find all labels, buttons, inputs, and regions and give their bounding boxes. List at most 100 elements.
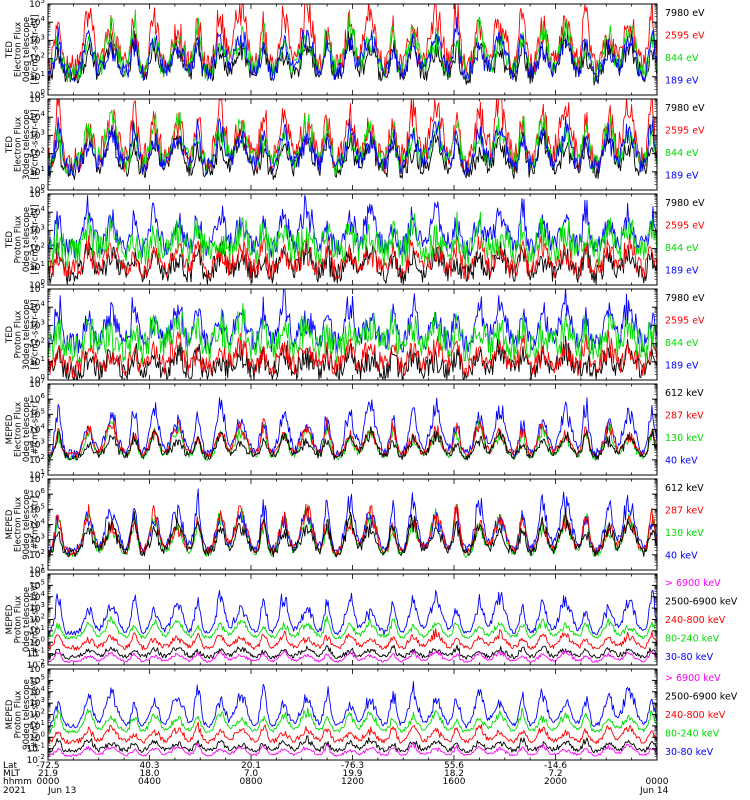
y-tick-label: 101 [29, 70, 45, 83]
y-tick-label: 107 [29, 377, 45, 390]
y-tick-label: 106 [29, 567, 45, 580]
y-tick-label: 104 [29, 110, 45, 123]
legend-844-ev: 844 eV [665, 243, 699, 254]
panel-2-ylabel: TED [5, 135, 15, 154]
hhmm-label: 1600 [443, 777, 466, 787]
panel-4-ylabel: Proton Flux [14, 311, 24, 359]
series-2595-ev-line [48, 99, 657, 176]
panel-1-ylabel: 0deg telescope [22, 17, 32, 82]
legend-130-kev: 130 keV [665, 433, 704, 444]
panel-5-data [48, 397, 657, 462]
y-tick-label: 105 [29, 187, 45, 200]
mlt-value: 19.9 [342, 769, 362, 779]
y-tick-label: 102 [29, 242, 45, 255]
y-tick-label: 105 [29, 673, 45, 686]
lat-value: 40.3 [139, 761, 159, 771]
legend-2500-6900-kev: 2500-6900 keV [665, 597, 738, 608]
series-189-ev-line [48, 116, 657, 176]
lat-value: -72.5 [36, 761, 59, 771]
hhmm-label: 0800 [240, 777, 263, 787]
series-240-800-kev-line [48, 721, 657, 745]
series-2595-ev-line [48, 329, 657, 378]
date-end-label: Jun 14 [639, 786, 669, 796]
y-tick-label: 102 [29, 52, 45, 65]
panel-2-data [48, 99, 657, 180]
panel-7-ylabel: [#/cm2-s-str-keV] [31, 582, 41, 657]
legend-30-80-kev: 30-80 keV [665, 652, 714, 663]
panel-6-ylabel: MEPED [5, 509, 15, 539]
legend-189-ev: 189 eV [665, 361, 699, 372]
y-tick-label: 101 [29, 355, 45, 368]
series-30-80-kev-line [48, 589, 657, 636]
panel-5-frame [47, 383, 658, 476]
hhmm-label: 1200 [341, 777, 364, 787]
y-tick-label: 10-1 [27, 742, 45, 755]
y-tick-label: 104 [29, 423, 45, 436]
legend-30-80-kev: 30-80 keV [665, 747, 714, 758]
panel-4-ylabel: 30deg telescope [22, 299, 32, 370]
y-tick-label: 10-1 [27, 647, 45, 660]
y-tick-label: 102 [29, 147, 45, 160]
y-tick-label: 105 [29, 92, 45, 105]
y-tick-label: 10-2 [27, 658, 45, 671]
y-tick-label: 103 [29, 33, 45, 46]
legend-287-kev: 287 keV [665, 411, 704, 422]
y-tick-label: 101 [29, 260, 45, 273]
hhmm-label: 0400 [138, 777, 161, 787]
legend-240-800-kev: 240-800 keV [665, 615, 726, 626]
y-tick-label: 104 [29, 518, 45, 531]
series-80-240-kev-line [48, 707, 657, 734]
series-189-ev-line [48, 16, 657, 83]
y-tick-label: 101 [29, 563, 45, 576]
panel-2-ylabel: [#/cm2-s-str-eV] [31, 109, 41, 179]
legend-40-kev: 40 keV [665, 551, 698, 562]
y-tick-label: 104 [29, 15, 45, 28]
hhmm-label: 2000 [544, 777, 567, 787]
series-40-kev-line [48, 397, 657, 459]
y-tick-label: 103 [29, 128, 45, 141]
panel-1-ylabel: TED [5, 40, 15, 59]
y-tick-label: 100 [29, 730, 45, 743]
panel-8-ylabel: MEPED [5, 699, 15, 729]
panel-3-data [48, 194, 657, 285]
y-tick-label: 102 [29, 613, 45, 626]
panel-3-ylabel: 0deg telescope [22, 207, 32, 272]
lat-value: 20.1 [241, 761, 261, 771]
legend-7980-ev: 7980 eV [665, 293, 705, 304]
mlt-value: 7.0 [244, 769, 259, 779]
mlt-value: 21.9 [38, 769, 58, 779]
panel-7-ylabel: MEPED [5, 604, 15, 634]
panel-7-ylabel: 0deg telescope [22, 587, 32, 652]
y-tick-label: 102 [29, 453, 45, 466]
legend-2595-ev: 2595 eV [665, 221, 705, 232]
legend-844-ev: 844 eV [665, 53, 699, 64]
y-tick-label: 100 [29, 88, 45, 101]
y-tick-label: 101 [29, 719, 45, 732]
legend-7980-ev: 7980 eV [665, 198, 705, 209]
y-tick-label: 100 [29, 183, 45, 196]
y-tick-label: 103 [29, 438, 45, 451]
mlt-value: 18.0 [139, 769, 159, 779]
legend-40-kev: 40 keV [665, 456, 698, 467]
panel-1-data [48, 4, 657, 86]
y-tick-label: 105 [29, 502, 45, 515]
y-tick-label: 105 [29, 282, 45, 295]
legend-844-ev: 844 eV [665, 338, 699, 349]
y-tick-label: 103 [29, 533, 45, 546]
series-2500-6900-kev-line [48, 735, 657, 754]
legend-130-kev: 130 keV [665, 528, 704, 539]
panel-3-ylabel: [#/cm2-s-str-eV] [31, 204, 41, 274]
panel-5-ylabel: 0deg telescope [22, 397, 32, 462]
panel-1-ylabel: Electron Flux [14, 22, 24, 77]
y-tick-label: 100 [29, 635, 45, 648]
panel-4-ylabel: [#/cm2-s-str-eV] [31, 299, 41, 369]
y-tick-label: 102 [29, 548, 45, 561]
panel-1-ylabel: [#/cm2-s-str-eV] [31, 14, 41, 84]
legend-7980-ev: 7980 eV [665, 8, 705, 19]
legend-2500-6900-kev: 2500-6900 keV [665, 692, 738, 703]
legend-612-kev: 612 keV [665, 483, 704, 494]
legend-189-ev: 189 eV [665, 76, 699, 87]
legend-2595-ev: 2595 eV [665, 316, 705, 327]
